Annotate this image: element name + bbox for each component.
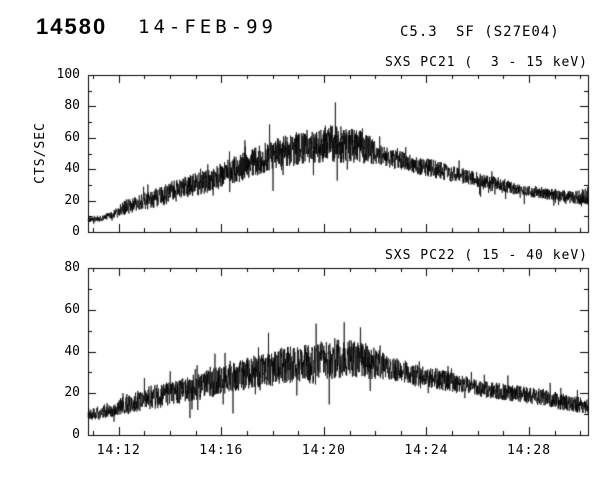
x-tick-label: 14:24 [404, 443, 449, 458]
y-tick-label: 0 [72, 224, 80, 239]
goes-class: C5.3 [400, 24, 438, 40]
y-tick-label: 20 [64, 192, 80, 208]
panel-title-pc21: SXS PC21 ( 3 - 15 keV) [384, 55, 588, 70]
flare-location-label: SF (S27E04) [456, 24, 560, 40]
x-tick-label: 14:12 [96, 443, 141, 458]
x-tick-label: 14:28 [506, 443, 552, 458]
x-tick-label: 14:20 [301, 443, 346, 458]
y-tick-label: 40 [64, 343, 80, 359]
y-tick-label: 60 [64, 129, 80, 145]
y-tick-label: 100 [56, 67, 80, 82]
x-tick-label: 14:16 [199, 443, 244, 458]
y-axis-label-cts-per-sec: CTS/SEC [33, 122, 48, 184]
y-tick-label: 20 [64, 385, 80, 401]
y-tick-label: 80 [64, 98, 80, 114]
y-tick-label: 40 [64, 161, 80, 177]
event-date: 14-FEB-99 [138, 16, 277, 38]
y-tick-label: 0 [72, 427, 80, 442]
y-tick-label: 60 [64, 301, 80, 317]
y-tick-label: 80 [64, 260, 80, 275]
event-number: 14580 [36, 14, 108, 39]
panel-title-pc22: SXS PC22 ( 15 - 40 keV) [384, 248, 588, 263]
